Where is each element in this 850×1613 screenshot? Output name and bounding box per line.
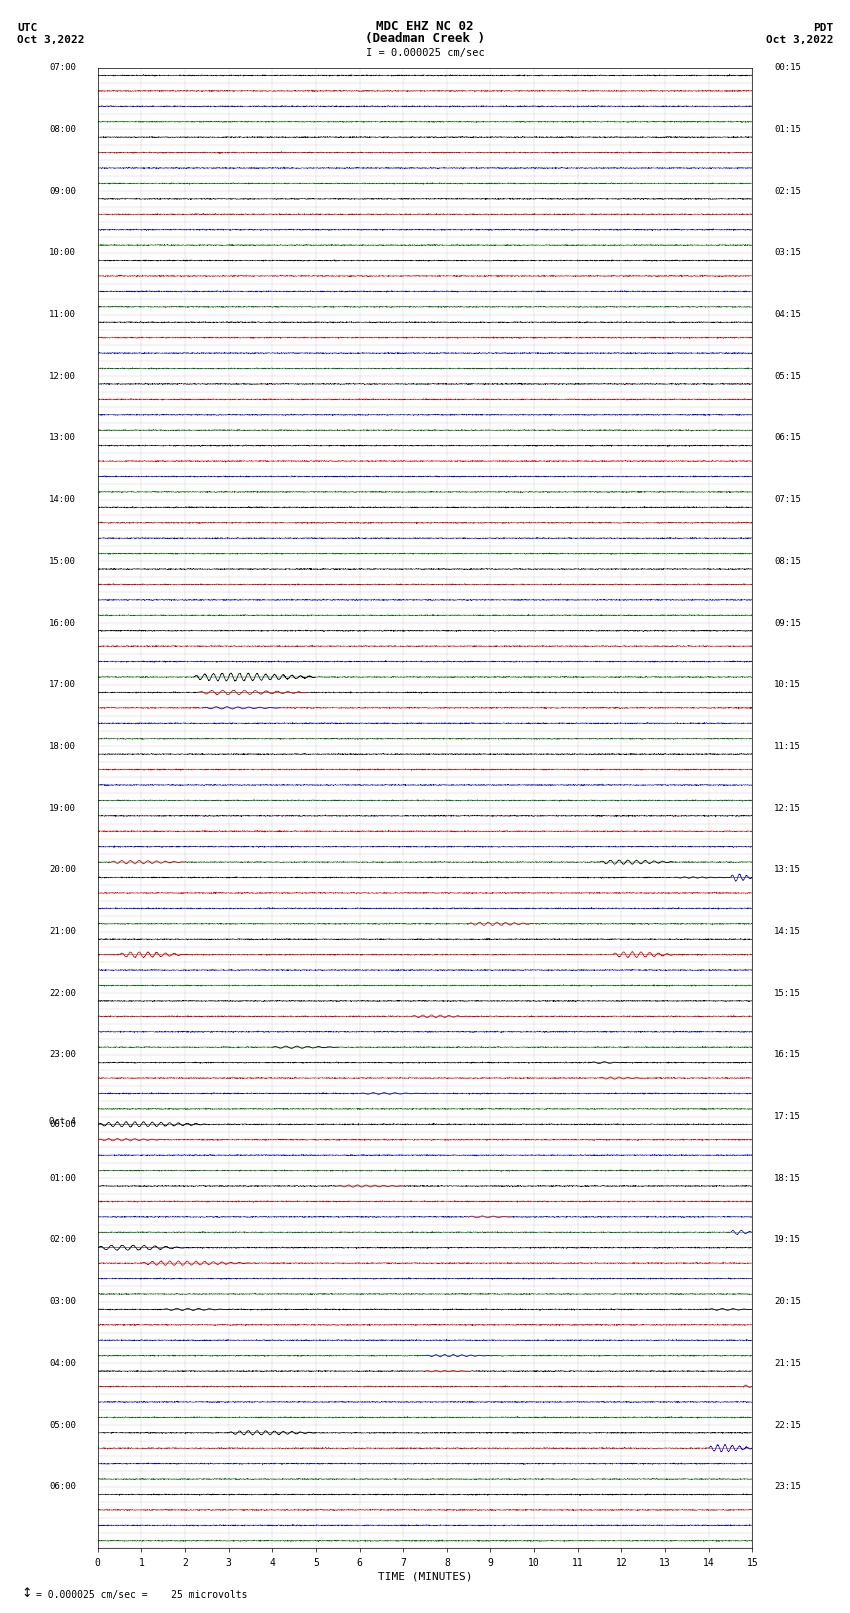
Text: = 0.000025 cm/sec =    25 microvolts: = 0.000025 cm/sec = 25 microvolts bbox=[36, 1590, 247, 1600]
X-axis label: TIME (MINUTES): TIME (MINUTES) bbox=[377, 1571, 473, 1582]
Text: 01:15: 01:15 bbox=[774, 124, 801, 134]
Text: MDC EHZ NC 02: MDC EHZ NC 02 bbox=[377, 19, 473, 32]
Text: 02:00: 02:00 bbox=[49, 1236, 76, 1245]
Text: 11:15: 11:15 bbox=[774, 742, 801, 752]
Text: 13:00: 13:00 bbox=[49, 434, 76, 442]
Text: 02:15: 02:15 bbox=[774, 187, 801, 195]
Text: 18:15: 18:15 bbox=[774, 1174, 801, 1182]
Text: 03:15: 03:15 bbox=[774, 248, 801, 258]
Text: 00:00: 00:00 bbox=[49, 1119, 76, 1129]
Text: 05:00: 05:00 bbox=[49, 1421, 76, 1429]
Text: 05:15: 05:15 bbox=[774, 371, 801, 381]
Text: 01:00: 01:00 bbox=[49, 1174, 76, 1182]
Text: UTC: UTC bbox=[17, 23, 37, 32]
Text: 22:00: 22:00 bbox=[49, 989, 76, 998]
Text: 17:15: 17:15 bbox=[774, 1111, 801, 1121]
Text: 07:15: 07:15 bbox=[774, 495, 801, 505]
Text: Oct 3,2022: Oct 3,2022 bbox=[766, 35, 833, 45]
Text: 11:00: 11:00 bbox=[49, 310, 76, 319]
Text: 04:00: 04:00 bbox=[49, 1358, 76, 1368]
Text: Oct 3,2022: Oct 3,2022 bbox=[17, 35, 84, 45]
Text: Oct 4: Oct 4 bbox=[49, 1118, 76, 1126]
Text: 00:15: 00:15 bbox=[774, 63, 801, 73]
Text: 12:15: 12:15 bbox=[774, 803, 801, 813]
Text: 06:00: 06:00 bbox=[49, 1482, 76, 1492]
Text: ↕: ↕ bbox=[21, 1587, 31, 1600]
Text: 23:15: 23:15 bbox=[774, 1482, 801, 1492]
Text: 09:00: 09:00 bbox=[49, 187, 76, 195]
Text: 19:15: 19:15 bbox=[774, 1236, 801, 1245]
Text: 16:00: 16:00 bbox=[49, 618, 76, 627]
Text: 15:00: 15:00 bbox=[49, 556, 76, 566]
Text: 23:00: 23:00 bbox=[49, 1050, 76, 1060]
Text: 16:15: 16:15 bbox=[774, 1050, 801, 1060]
Text: 20:00: 20:00 bbox=[49, 865, 76, 874]
Text: 18:00: 18:00 bbox=[49, 742, 76, 752]
Text: 10:15: 10:15 bbox=[774, 681, 801, 689]
Text: 12:00: 12:00 bbox=[49, 371, 76, 381]
Text: 10:00: 10:00 bbox=[49, 248, 76, 258]
Text: 22:15: 22:15 bbox=[774, 1421, 801, 1429]
Text: 17:00: 17:00 bbox=[49, 681, 76, 689]
Text: PDT: PDT bbox=[813, 23, 833, 32]
Text: 14:00: 14:00 bbox=[49, 495, 76, 505]
Text: 04:15: 04:15 bbox=[774, 310, 801, 319]
Text: 06:15: 06:15 bbox=[774, 434, 801, 442]
Text: 03:00: 03:00 bbox=[49, 1297, 76, 1307]
Text: 09:15: 09:15 bbox=[774, 618, 801, 627]
Text: 08:00: 08:00 bbox=[49, 124, 76, 134]
Text: 15:15: 15:15 bbox=[774, 989, 801, 998]
Text: I = 0.000025 cm/sec: I = 0.000025 cm/sec bbox=[366, 48, 484, 58]
Text: 13:15: 13:15 bbox=[774, 865, 801, 874]
Text: 14:15: 14:15 bbox=[774, 927, 801, 936]
Text: 07:00: 07:00 bbox=[49, 63, 76, 73]
Text: 08:15: 08:15 bbox=[774, 556, 801, 566]
Text: 19:00: 19:00 bbox=[49, 803, 76, 813]
Text: 21:00: 21:00 bbox=[49, 927, 76, 936]
Text: (Deadman Creek ): (Deadman Creek ) bbox=[365, 32, 485, 45]
Text: 21:15: 21:15 bbox=[774, 1358, 801, 1368]
Text: 20:15: 20:15 bbox=[774, 1297, 801, 1307]
